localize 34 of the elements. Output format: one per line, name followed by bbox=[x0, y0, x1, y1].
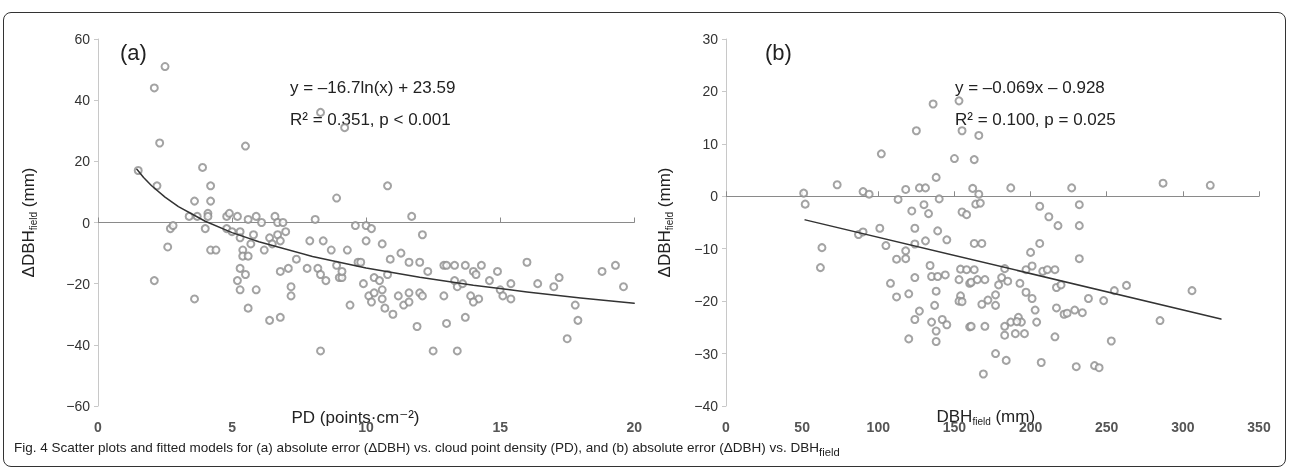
annotation: R² = 0.351, p < 0.001 bbox=[290, 110, 451, 129]
x-tick-label: 0 bbox=[94, 419, 103, 435]
annotation: R² = 0.100, p = 0.025 bbox=[955, 110, 1116, 129]
x-tick-label: 100 bbox=[866, 419, 891, 435]
annotation: y = –16.7ln(x) + 23.59 bbox=[290, 78, 456, 97]
y-tick-label: −60 bbox=[66, 398, 91, 414]
y-tick-label: 0 bbox=[710, 188, 719, 205]
annotation: (a) bbox=[120, 39, 147, 65]
y-tick-label: 60 bbox=[74, 31, 91, 47]
y-axis-title: ΔDBHfield (mm) bbox=[18, 167, 39, 278]
y-tick-label: 10 bbox=[702, 135, 719, 152]
annotation: y = –0.069x – 0.928 bbox=[955, 78, 1105, 97]
y-tick-label: −10 bbox=[694, 240, 719, 257]
annotation: (b) bbox=[765, 39, 792, 65]
y-axis-title: ΔDBHfield (mm) bbox=[654, 167, 675, 278]
x-tick-label: 350 bbox=[1247, 419, 1271, 435]
y-tick-label: −20 bbox=[694, 293, 719, 310]
y-tick-label: 0 bbox=[82, 214, 91, 231]
y-tick-label: −30 bbox=[694, 345, 719, 362]
x-tick-label: 250 bbox=[1095, 419, 1119, 435]
y-tick-label: −40 bbox=[694, 398, 719, 414]
x-tick-label: 300 bbox=[1171, 419, 1195, 435]
y-tick-label: −20 bbox=[66, 275, 91, 292]
x-tick-label: 15 bbox=[492, 419, 509, 435]
caption: Fig. 4 Scatter plots and fitted models for (a) absolute error (ΔDBH) vs. cloud point density (PD), and (b) absolute error (ΔDBH) vs. DBH$_{field}$ bbox=[14, 440, 841, 458]
x-tick-label: 20 bbox=[626, 419, 643, 435]
y-tick-label: 20 bbox=[74, 153, 91, 170]
y-tick-label: 20 bbox=[702, 83, 719, 100]
x-tick-label: 0 bbox=[722, 419, 731, 435]
y-tick-label: −40 bbox=[66, 336, 91, 353]
x-tick-label: 50 bbox=[794, 419, 811, 435]
y-tick-label: 40 bbox=[74, 92, 91, 109]
y-tick-label: 30 bbox=[702, 31, 719, 47]
x-tick-label: 5 bbox=[228, 419, 237, 435]
